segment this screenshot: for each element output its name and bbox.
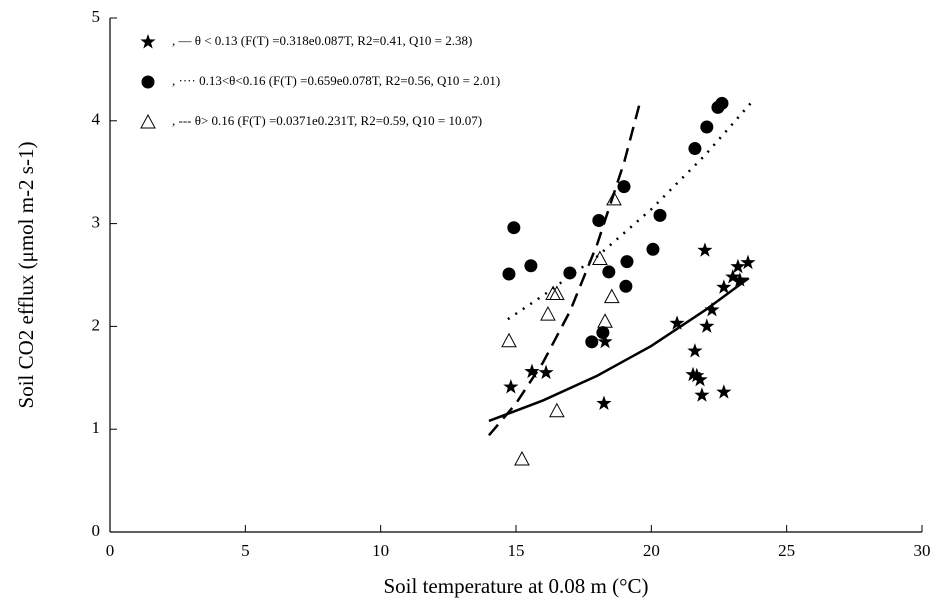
legend-label: , --- θ> 0.16 (F(T) =0.0371e0.231T, R2=0…: [172, 113, 482, 128]
point: [524, 259, 538, 273]
point: [715, 96, 729, 110]
point: [697, 242, 713, 257]
point: [689, 367, 705, 383]
x-tick-label: 5: [241, 541, 250, 560]
point: [540, 306, 556, 321]
point: [692, 371, 708, 387]
point: [603, 288, 620, 304]
y-tick-label: 0: [92, 521, 101, 540]
point: [596, 395, 612, 410]
point: [592, 250, 608, 266]
legend-label: , ···· 0.13<θ<0.16 (F(T) =0.659e0.078T, …: [172, 73, 500, 88]
point: [619, 279, 633, 293]
point: [669, 315, 685, 330]
legend-label: , — θ < 0.13 (F(T) =0.318e0.087T, R2=0.4…: [172, 33, 472, 48]
y-axis-label: Soil CO2 efflux (μmol m-2 s-1): [14, 142, 38, 409]
point: [646, 242, 660, 256]
point: [563, 266, 577, 280]
legend-marker: [141, 75, 155, 89]
point: [549, 285, 565, 301]
point: [716, 384, 732, 399]
x-tick-label: 0: [106, 541, 115, 560]
point: [597, 333, 613, 349]
point: [620, 255, 634, 269]
fit-line: [488, 277, 750, 423]
point: [700, 120, 714, 134]
y-tick-label: 3: [92, 213, 101, 232]
point: [585, 335, 599, 349]
point: [606, 190, 622, 206]
point: [617, 180, 631, 194]
x-tick-label: 30: [914, 541, 931, 560]
x-tick-label: 10: [372, 541, 389, 560]
point: [730, 258, 746, 274]
point: [503, 379, 519, 394]
point: [501, 332, 517, 348]
point: [699, 318, 715, 333]
x-tick-label: 15: [508, 541, 525, 560]
point: [502, 267, 516, 281]
point: [507, 221, 521, 235]
point: [694, 387, 710, 402]
point: [597, 313, 613, 328]
x-axis-label: Soil temperature at 0.08 m (°C): [383, 574, 648, 598]
point: [514, 450, 530, 466]
legend-marker: [140, 34, 156, 49]
point: [687, 343, 703, 358]
legend-marker: [140, 113, 156, 129]
y-tick-label: 1: [92, 418, 101, 437]
point: [549, 402, 565, 418]
point: [592, 214, 606, 228]
y-tick-label: 5: [92, 7, 101, 26]
point: [602, 265, 616, 279]
x-tick-label: 20: [643, 541, 660, 560]
point: [704, 301, 720, 317]
point: [740, 254, 756, 270]
point: [653, 208, 667, 222]
point: [688, 142, 702, 156]
fit-line: [507, 101, 753, 321]
x-tick-label: 25: [778, 541, 795, 560]
point: [732, 272, 748, 287]
y-tick-label: 4: [92, 110, 101, 129]
point: [596, 326, 610, 340]
point: [538, 364, 554, 380]
point: [725, 269, 741, 284]
point: [716, 279, 732, 294]
point: [524, 363, 540, 379]
y-tick-label: 2: [92, 315, 101, 334]
